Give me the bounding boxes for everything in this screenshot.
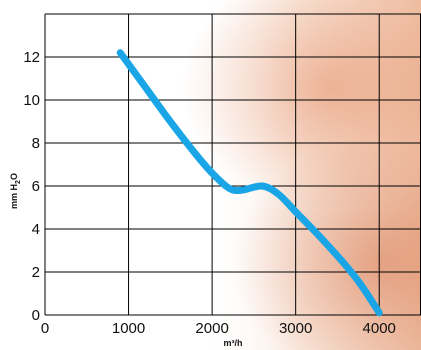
y-tick-label: 0	[32, 307, 40, 324]
y-axis-label: mm H2O	[9, 173, 22, 209]
y-tick-label: 2	[32, 264, 40, 281]
series-line	[116, 49, 383, 317]
y-axis-tick-labels: 0 2 4 6 8 10 12	[23, 49, 40, 324]
y-tick-label: 12	[23, 49, 40, 66]
x-axis-tick-labels: 0 1000 2000 3000 4000	[41, 320, 396, 337]
x-tick-label: 0	[41, 320, 49, 337]
x-tick-label: 1000	[112, 320, 145, 337]
y-tick-label: 8	[32, 135, 40, 152]
grid-lines	[44, 13, 421, 316]
x-axis-label: m³/h	[224, 338, 243, 348]
x-tick-label: 3000	[279, 320, 312, 337]
x-tick-label: 2000	[195, 320, 228, 337]
y-tick-label: 10	[23, 92, 40, 109]
y-tick-label: 4	[32, 221, 40, 238]
series-layer	[116, 49, 383, 317]
x-tick-label: 4000	[363, 320, 396, 337]
y-tick-label: 6	[32, 178, 40, 195]
